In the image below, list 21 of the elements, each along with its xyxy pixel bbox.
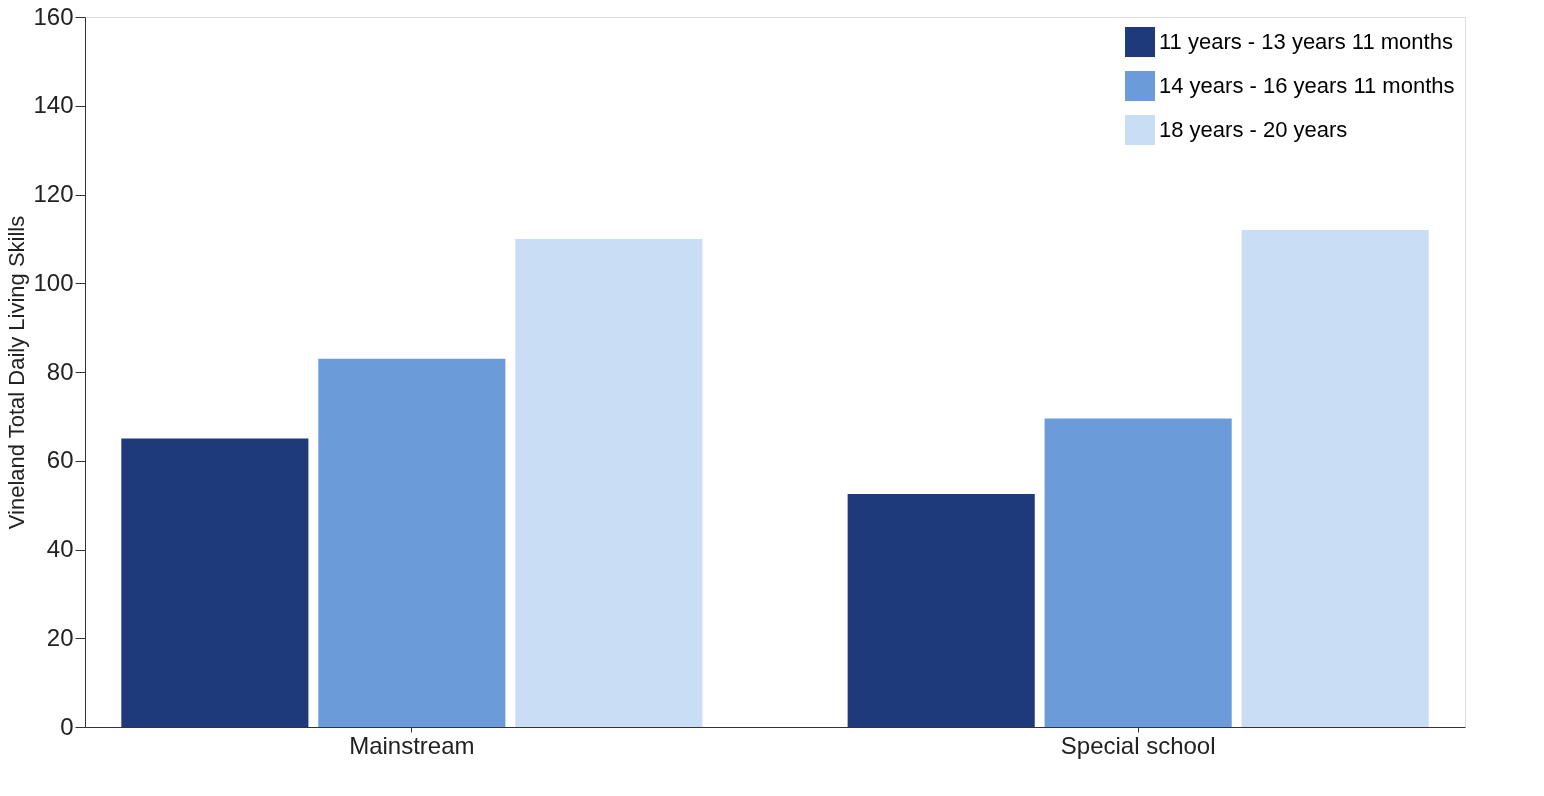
y-tick-label: 40 — [46, 535, 74, 562]
y-tick-label: 80 — [46, 357, 74, 385]
y-tick-label: 100 — [33, 268, 74, 296]
legend-label: 14 years - 16 years 11 months — [1159, 73, 1455, 98]
y-axis-title: Vineland Total Daily Living Skills — [4, 215, 30, 530]
legend-label: 18 years - 20 years — [1159, 117, 1348, 142]
bar — [121, 438, 309, 727]
y-tick-label: 20 — [46, 623, 74, 651]
bar — [1241, 230, 1429, 727]
y-tick-label: 140 — [33, 91, 74, 119]
y-tick-label: 160 — [33, 2, 74, 30]
bar — [847, 494, 1035, 727]
x-tick-label: Special school — [1060, 731, 1216, 759]
y-tick-label: 60 — [46, 446, 74, 474]
y-tick-label: 120 — [33, 180, 74, 207]
y-tick-label: 0 — [60, 712, 74, 740]
x-tick-label: Mainstream — [349, 731, 475, 759]
bar — [515, 238, 703, 727]
bar — [1044, 418, 1232, 727]
bar — [318, 358, 506, 727]
legend-label: 11 years - 13 years 11 months — [1159, 29, 1453, 54]
